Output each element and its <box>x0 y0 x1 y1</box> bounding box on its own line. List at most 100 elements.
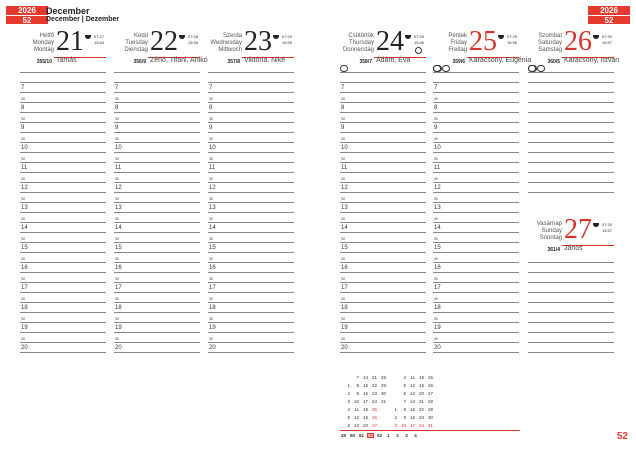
sunrise: 07:29 <box>281 34 292 39</box>
mini-calendar-day: 17 <box>362 399 368 404</box>
name-day: János <box>564 245 583 252</box>
mini-calendar-day: 28 <box>380 375 386 380</box>
writing-line <box>20 282 106 283</box>
hour-label: 12 <box>209 185 216 191</box>
writing-line <box>528 152 614 153</box>
hour-label: 14 <box>115 225 122 231</box>
hour-label: 15 <box>115 245 122 251</box>
hour-label: 12 <box>115 185 122 191</box>
writing-line <box>114 172 200 173</box>
writing-line <box>433 332 519 333</box>
hour-label: 7 <box>115 85 119 91</box>
mini-calendar-day: 5 <box>403 383 406 388</box>
writing-line <box>114 282 200 283</box>
writing-line <box>20 272 106 273</box>
mini-calendar-day: 25 <box>427 375 433 380</box>
mini-calendar-day: 4 <box>347 407 350 412</box>
half-hour-label: 30 <box>209 177 213 181</box>
name-day: Karácsony, István <box>564 57 620 64</box>
writing-line <box>433 102 519 103</box>
weekday-name: Péntek <box>448 33 467 39</box>
writing-line <box>208 342 294 343</box>
writing-line <box>528 292 614 293</box>
writing-line <box>528 112 614 113</box>
week-number[interactable]: 53 <box>376 433 382 438</box>
half-hour-label: 30 <box>209 297 213 301</box>
writing-line <box>340 272 426 273</box>
writing-line <box>114 212 200 213</box>
mini-calendar-day: 7 <box>403 399 406 404</box>
mini-calendar-day: 8 <box>403 407 406 412</box>
mini-calendar-day: 27 <box>371 423 377 428</box>
hour-label: 16 <box>21 265 28 271</box>
week-number[interactable]: 4 <box>414 433 417 438</box>
weekday-name: Csütörtök <box>348 33 374 39</box>
week-number[interactable]: 50 <box>349 433 355 438</box>
hour-label: 13 <box>209 205 216 211</box>
week-number[interactable]: 49 <box>340 433 346 438</box>
writing-line <box>208 352 294 353</box>
writing-line <box>114 342 200 343</box>
writing-line <box>114 122 200 123</box>
writing-line <box>114 92 200 93</box>
writing-line <box>114 192 200 193</box>
weekday-name: Montag <box>33 47 54 53</box>
week-number[interactable]: 3 <box>405 433 408 438</box>
sun-symbol-icon <box>442 65 450 72</box>
name-day: Viktória, Niké <box>244 57 286 64</box>
writing-line <box>340 82 426 83</box>
hour-label: 8 <box>115 105 119 111</box>
writing-line <box>528 282 614 283</box>
sunrise-icon <box>498 35 504 39</box>
writing-line <box>528 192 614 193</box>
mini-calendar-day: 10 <box>400 423 406 428</box>
writing-line <box>528 312 614 313</box>
mini-calendar-day: 8 <box>356 383 359 388</box>
hour-label: 10 <box>115 145 122 151</box>
hour-label: 14 <box>209 225 216 231</box>
half-hour-label: 30 <box>209 337 213 341</box>
writing-line <box>528 142 614 143</box>
writing-line <box>340 332 426 333</box>
half-hour-label: 30 <box>434 297 438 301</box>
hour-label: 18 <box>21 305 28 311</box>
weekday-name: Sunday <box>541 228 562 234</box>
name-day: Ádám, Éva <box>376 57 411 64</box>
hour-label: 8 <box>341 105 345 111</box>
sunrise-icon <box>593 223 599 227</box>
week-number[interactable]: 2 <box>396 433 399 438</box>
weekday-name: Vasárnap <box>536 221 562 227</box>
half-hour-label: 30 <box>434 217 438 221</box>
week-number[interactable]: 1 <box>387 433 390 438</box>
mini-calendar-day: 10 <box>353 399 359 404</box>
writing-line <box>433 212 519 213</box>
year-week-badge-right: 2026 52 <box>588 6 630 25</box>
day-number: 27 <box>564 214 592 245</box>
hour-label: 18 <box>341 305 348 311</box>
year-week-badge: 2026 52 <box>6 6 48 25</box>
hour-label: 20 <box>115 345 122 351</box>
half-hour-label: 30 <box>115 297 119 301</box>
writing-line <box>340 162 426 163</box>
writing-line <box>20 202 106 203</box>
writing-line <box>20 212 106 213</box>
hour-label: 14 <box>341 225 348 231</box>
half-hour-label: 30 <box>21 117 25 121</box>
half-hour-label: 30 <box>434 117 438 121</box>
divider <box>242 57 294 58</box>
week-number[interactable]: 51 <box>358 433 364 438</box>
writing-line <box>114 262 200 263</box>
sunset: 15:55 <box>281 40 292 45</box>
day-of-year: 356/9 <box>133 59 146 65</box>
hour-label: 19 <box>21 325 28 331</box>
writing-line <box>340 92 426 93</box>
weekday-name: Hétfő <box>39 33 54 39</box>
writing-line <box>20 242 106 243</box>
week-number[interactable]: 52 <box>367 433 374 438</box>
writing-line <box>208 82 294 83</box>
writing-line <box>208 212 294 213</box>
writing-line <box>208 222 294 223</box>
writing-line <box>20 222 106 223</box>
writing-line <box>528 102 614 103</box>
day-header: Péntek Friday Freitag 25 07:29 15:56 359/6 Kará… <box>433 28 531 90</box>
